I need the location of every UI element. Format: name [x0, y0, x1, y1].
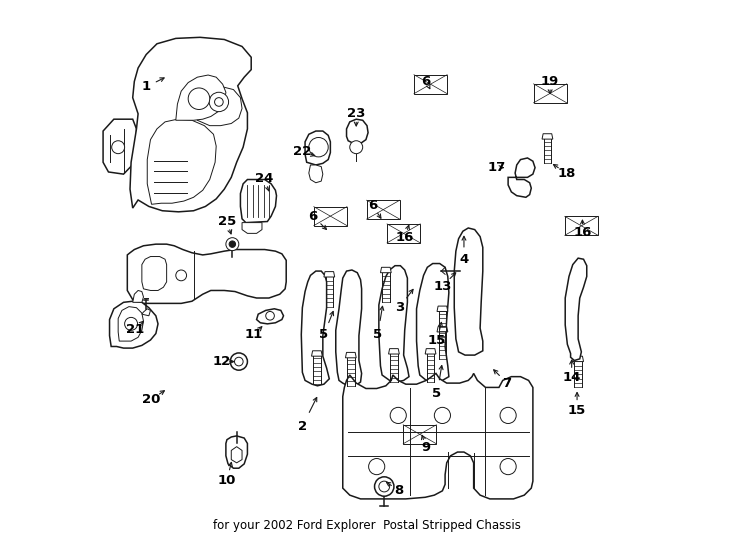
- Polygon shape: [508, 158, 535, 197]
- Text: 14: 14: [562, 371, 581, 384]
- Text: 19: 19: [541, 75, 559, 88]
- Text: 1: 1: [142, 80, 150, 93]
- Polygon shape: [242, 222, 262, 233]
- Circle shape: [266, 312, 275, 320]
- Text: 6: 6: [421, 75, 431, 88]
- Polygon shape: [388, 349, 399, 354]
- Circle shape: [350, 141, 363, 154]
- Text: 5: 5: [373, 328, 382, 341]
- Circle shape: [125, 318, 137, 330]
- Circle shape: [209, 92, 228, 112]
- Circle shape: [435, 407, 451, 423]
- Circle shape: [226, 238, 239, 251]
- Polygon shape: [127, 244, 286, 303]
- Polygon shape: [366, 200, 400, 219]
- Text: 7: 7: [503, 376, 512, 389]
- Polygon shape: [309, 165, 323, 183]
- Polygon shape: [148, 119, 217, 204]
- Polygon shape: [324, 272, 335, 277]
- Polygon shape: [564, 217, 598, 235]
- Text: 4: 4: [459, 253, 468, 266]
- Polygon shape: [257, 309, 283, 324]
- Circle shape: [230, 353, 247, 370]
- Text: 5: 5: [432, 387, 442, 400]
- Polygon shape: [437, 327, 448, 332]
- Text: 9: 9: [422, 441, 431, 454]
- Circle shape: [309, 138, 328, 157]
- Text: 24: 24: [255, 172, 274, 185]
- Text: 8: 8: [395, 484, 404, 497]
- Text: 23: 23: [347, 107, 366, 120]
- Circle shape: [500, 458, 516, 475]
- Circle shape: [112, 141, 125, 154]
- Text: 18: 18: [557, 166, 575, 179]
- Circle shape: [176, 270, 186, 281]
- Polygon shape: [403, 425, 437, 444]
- Text: 12: 12: [212, 355, 230, 368]
- Text: 15: 15: [568, 403, 586, 416]
- Circle shape: [229, 241, 236, 247]
- Polygon shape: [229, 255, 236, 258]
- Polygon shape: [454, 228, 483, 355]
- Text: 10: 10: [218, 474, 236, 487]
- Polygon shape: [311, 351, 322, 356]
- Polygon shape: [142, 309, 150, 316]
- Text: 13: 13: [433, 280, 451, 293]
- Text: 20: 20: [142, 393, 161, 406]
- Text: 11: 11: [244, 328, 263, 341]
- Circle shape: [234, 357, 243, 366]
- Polygon shape: [118, 307, 143, 341]
- Polygon shape: [346, 353, 356, 358]
- Circle shape: [374, 477, 394, 496]
- Text: 3: 3: [395, 301, 404, 314]
- Text: 16: 16: [396, 231, 414, 244]
- Polygon shape: [437, 306, 448, 312]
- Polygon shape: [231, 447, 242, 463]
- Polygon shape: [425, 349, 436, 354]
- Text: 5: 5: [319, 328, 329, 341]
- Circle shape: [188, 88, 210, 110]
- Polygon shape: [380, 267, 391, 273]
- Polygon shape: [226, 436, 247, 468]
- Polygon shape: [133, 291, 143, 302]
- Polygon shape: [197, 87, 242, 126]
- Text: 21: 21: [126, 323, 145, 336]
- Polygon shape: [565, 258, 586, 361]
- Polygon shape: [314, 207, 347, 226]
- Polygon shape: [176, 75, 226, 120]
- Polygon shape: [346, 119, 368, 144]
- Polygon shape: [142, 256, 167, 291]
- Circle shape: [368, 458, 385, 475]
- Text: for your 2002 Ford Explorer  Postal Stripped Chassis: for your 2002 Ford Explorer Postal Strip…: [213, 519, 521, 532]
- Polygon shape: [109, 301, 158, 348]
- Polygon shape: [379, 266, 409, 382]
- Polygon shape: [301, 271, 330, 386]
- Polygon shape: [542, 134, 553, 139]
- Polygon shape: [241, 179, 277, 222]
- Circle shape: [390, 407, 407, 423]
- Circle shape: [214, 98, 223, 106]
- Polygon shape: [130, 37, 251, 212]
- Text: 25: 25: [218, 215, 236, 228]
- Polygon shape: [414, 75, 447, 93]
- Text: 6: 6: [368, 199, 377, 212]
- Text: 15: 15: [428, 334, 446, 347]
- Text: 16: 16: [573, 226, 592, 239]
- Polygon shape: [573, 356, 584, 362]
- Polygon shape: [417, 264, 449, 382]
- Polygon shape: [103, 119, 137, 174]
- Circle shape: [379, 481, 390, 492]
- Polygon shape: [534, 84, 567, 103]
- Polygon shape: [343, 374, 533, 499]
- Polygon shape: [335, 270, 362, 386]
- Polygon shape: [305, 131, 330, 165]
- Text: 17: 17: [487, 161, 506, 174]
- Text: 6: 6: [308, 210, 318, 222]
- Circle shape: [500, 407, 516, 423]
- Polygon shape: [387, 224, 420, 243]
- Text: 2: 2: [298, 420, 307, 433]
- Text: 22: 22: [294, 145, 311, 158]
